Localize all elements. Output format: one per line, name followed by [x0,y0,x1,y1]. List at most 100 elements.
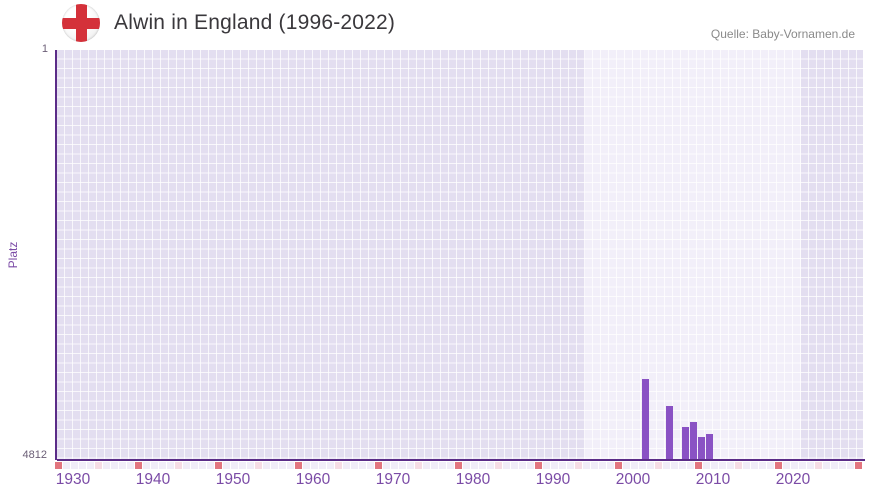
decade-marker [375,462,382,469]
year-marker [279,462,286,469]
x-tick-label-1990: 1990 [535,471,571,488]
bar-2011[interactable] [706,434,713,459]
y-axis-top-tick-label: 1 [41,43,48,55]
year-marker [591,462,598,469]
x-tick-label-2010: 2010 [695,471,731,488]
year-marker [711,462,718,469]
decade-marker [855,462,862,469]
year-marker [343,462,350,469]
x-tick-label-2020: 2020 [775,471,811,488]
year-marker [551,462,558,469]
year-marker [631,462,638,469]
year-marker [247,462,254,469]
year-marker [303,462,310,469]
year-marker [487,462,494,469]
year-marker [391,462,398,469]
x-tick-label-1930: 1930 [55,471,91,488]
year-marker [199,462,206,469]
half-decade-marker [735,462,742,469]
flag-cross-vertical [75,4,87,42]
year-marker [119,462,126,469]
x-axis-line [57,459,865,461]
year-marker [439,462,446,469]
decade-marker [615,462,622,469]
year-marker [71,462,78,469]
year-marker [359,462,366,469]
year-marker [463,462,470,469]
year-marker [367,462,374,469]
year-marker [87,462,94,469]
year-marker [471,462,478,469]
year-marker [847,462,854,469]
year-marker [639,462,646,469]
year-marker [79,462,86,469]
bar-2006[interactable] [666,405,673,459]
source-attribution-link[interactable]: Quelle: Baby-Vornamen.de [710,27,855,41]
x-tick-label-1970: 1970 [375,471,411,488]
x-tick-label-1940: 1940 [135,471,171,488]
decade-marker [455,462,462,469]
year-marker [767,462,774,469]
year-marker [127,462,134,469]
year-marker [839,462,846,469]
year-marker [223,462,230,469]
decade-marker [535,462,542,469]
year-marker [727,462,734,469]
year-marker [759,462,766,469]
year-marker [263,462,270,469]
decade-marker [55,462,62,469]
year-marker [567,462,574,469]
bar-2003[interactable] [642,379,649,459]
grid-lines [57,50,865,460]
bar-2008[interactable] [682,426,689,459]
year-marker [447,462,454,469]
year-marker [311,462,318,469]
year-marker [671,462,678,469]
year-marker [719,462,726,469]
year-marker [607,462,614,469]
year-marker [783,462,790,469]
year-marker [823,462,830,469]
year-marker [543,462,550,469]
half-decade-marker [335,462,342,469]
year-marker [239,462,246,469]
plot-area [55,50,865,461]
year-marker [63,462,70,469]
year-marker [423,462,430,469]
year-marker [623,462,630,469]
year-marker [503,462,510,469]
bar-2010[interactable] [698,436,705,459]
year-marker [583,462,590,469]
y-axis-title: Platz [6,241,20,269]
year-marker [647,462,654,469]
year-marker [479,462,486,469]
decade-marker [135,462,142,469]
year-marker [559,462,566,469]
year-marker [191,462,198,469]
year-marker [527,462,534,469]
year-marker [351,462,358,469]
year-marker [703,462,710,469]
half-decade-marker [415,462,422,469]
decade-marker [215,462,222,469]
x-tick-label-1950: 1950 [215,471,251,488]
year-marker [599,462,606,469]
year-marker [519,462,526,469]
x-axis-tick-labels: 1930 1940 1950 1960 1970 1980 1990 2000 2010 2020 [55,471,863,491]
year-marker [663,462,670,469]
year-marker [327,462,334,469]
year-marker [751,462,758,469]
year-marker [383,462,390,469]
bar-2009[interactable] [690,421,697,459]
year-marker [431,462,438,469]
year-marker [399,462,406,469]
bars-layer [57,50,865,460]
year-marker [319,462,326,469]
england-flag-icon [62,4,100,42]
half-decade-marker [815,462,822,469]
x-tick-label-1980: 1980 [455,471,491,488]
half-decade-marker [575,462,582,469]
year-marker [151,462,158,469]
year-marker [511,462,518,469]
